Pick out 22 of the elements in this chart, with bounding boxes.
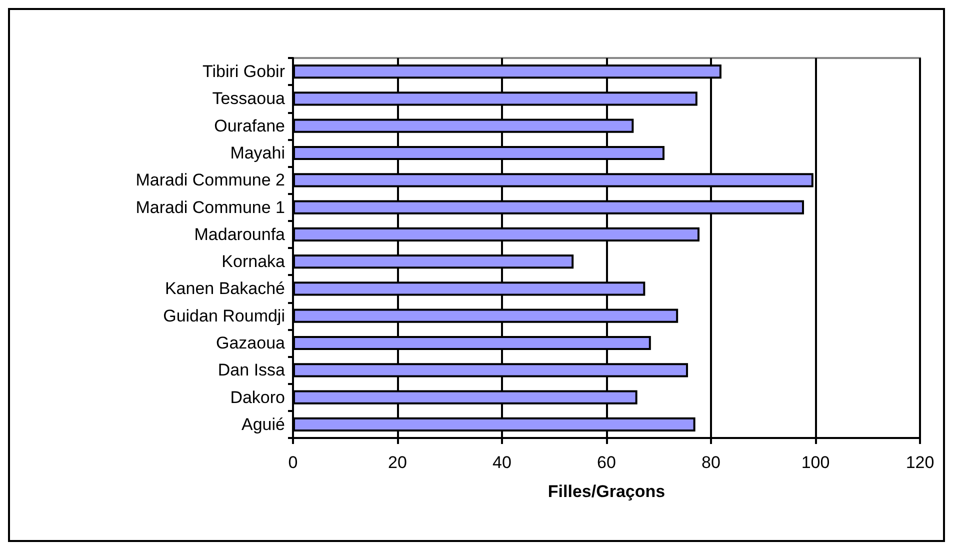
y-tick-label: Dakoro [230, 388, 285, 407]
y-tick-label: Maradi Commune 1 [136, 198, 285, 217]
x-tick-label: 100 [801, 453, 830, 472]
y-tick-label: Mayahi [230, 144, 285, 162]
y-tick-label: Tessaoua [212, 89, 286, 108]
y-tick-label: Aguié [242, 414, 285, 434]
x-tick-label: 120 [906, 453, 934, 472]
x-tick-label: 60 [597, 453, 616, 472]
y-tick-label: Gazaoua [216, 334, 286, 352]
y-tick-label: Madarounfa [194, 224, 286, 244]
x-tick-label: 0 [288, 453, 298, 472]
y-tick-label: Maradi Commune 2 [136, 170, 285, 190]
x-tick-label: 20 [388, 453, 407, 472]
y-tick-label: Tibiri Gobir [202, 62, 286, 82]
y-tick-label: Guidan Roumdji [163, 306, 285, 326]
x-axis-title: Filles/Graçons [548, 482, 666, 501]
y-tick-label: Dan Issa [218, 360, 286, 380]
x-tick-label: 40 [492, 453, 512, 472]
x-tick-label: 80 [702, 453, 720, 472]
y-tick-label: Ourafane [214, 116, 285, 136]
y-tick-label: Kornaka [222, 252, 286, 272]
y-tick-label: Kanen Bakaché [164, 279, 285, 298]
